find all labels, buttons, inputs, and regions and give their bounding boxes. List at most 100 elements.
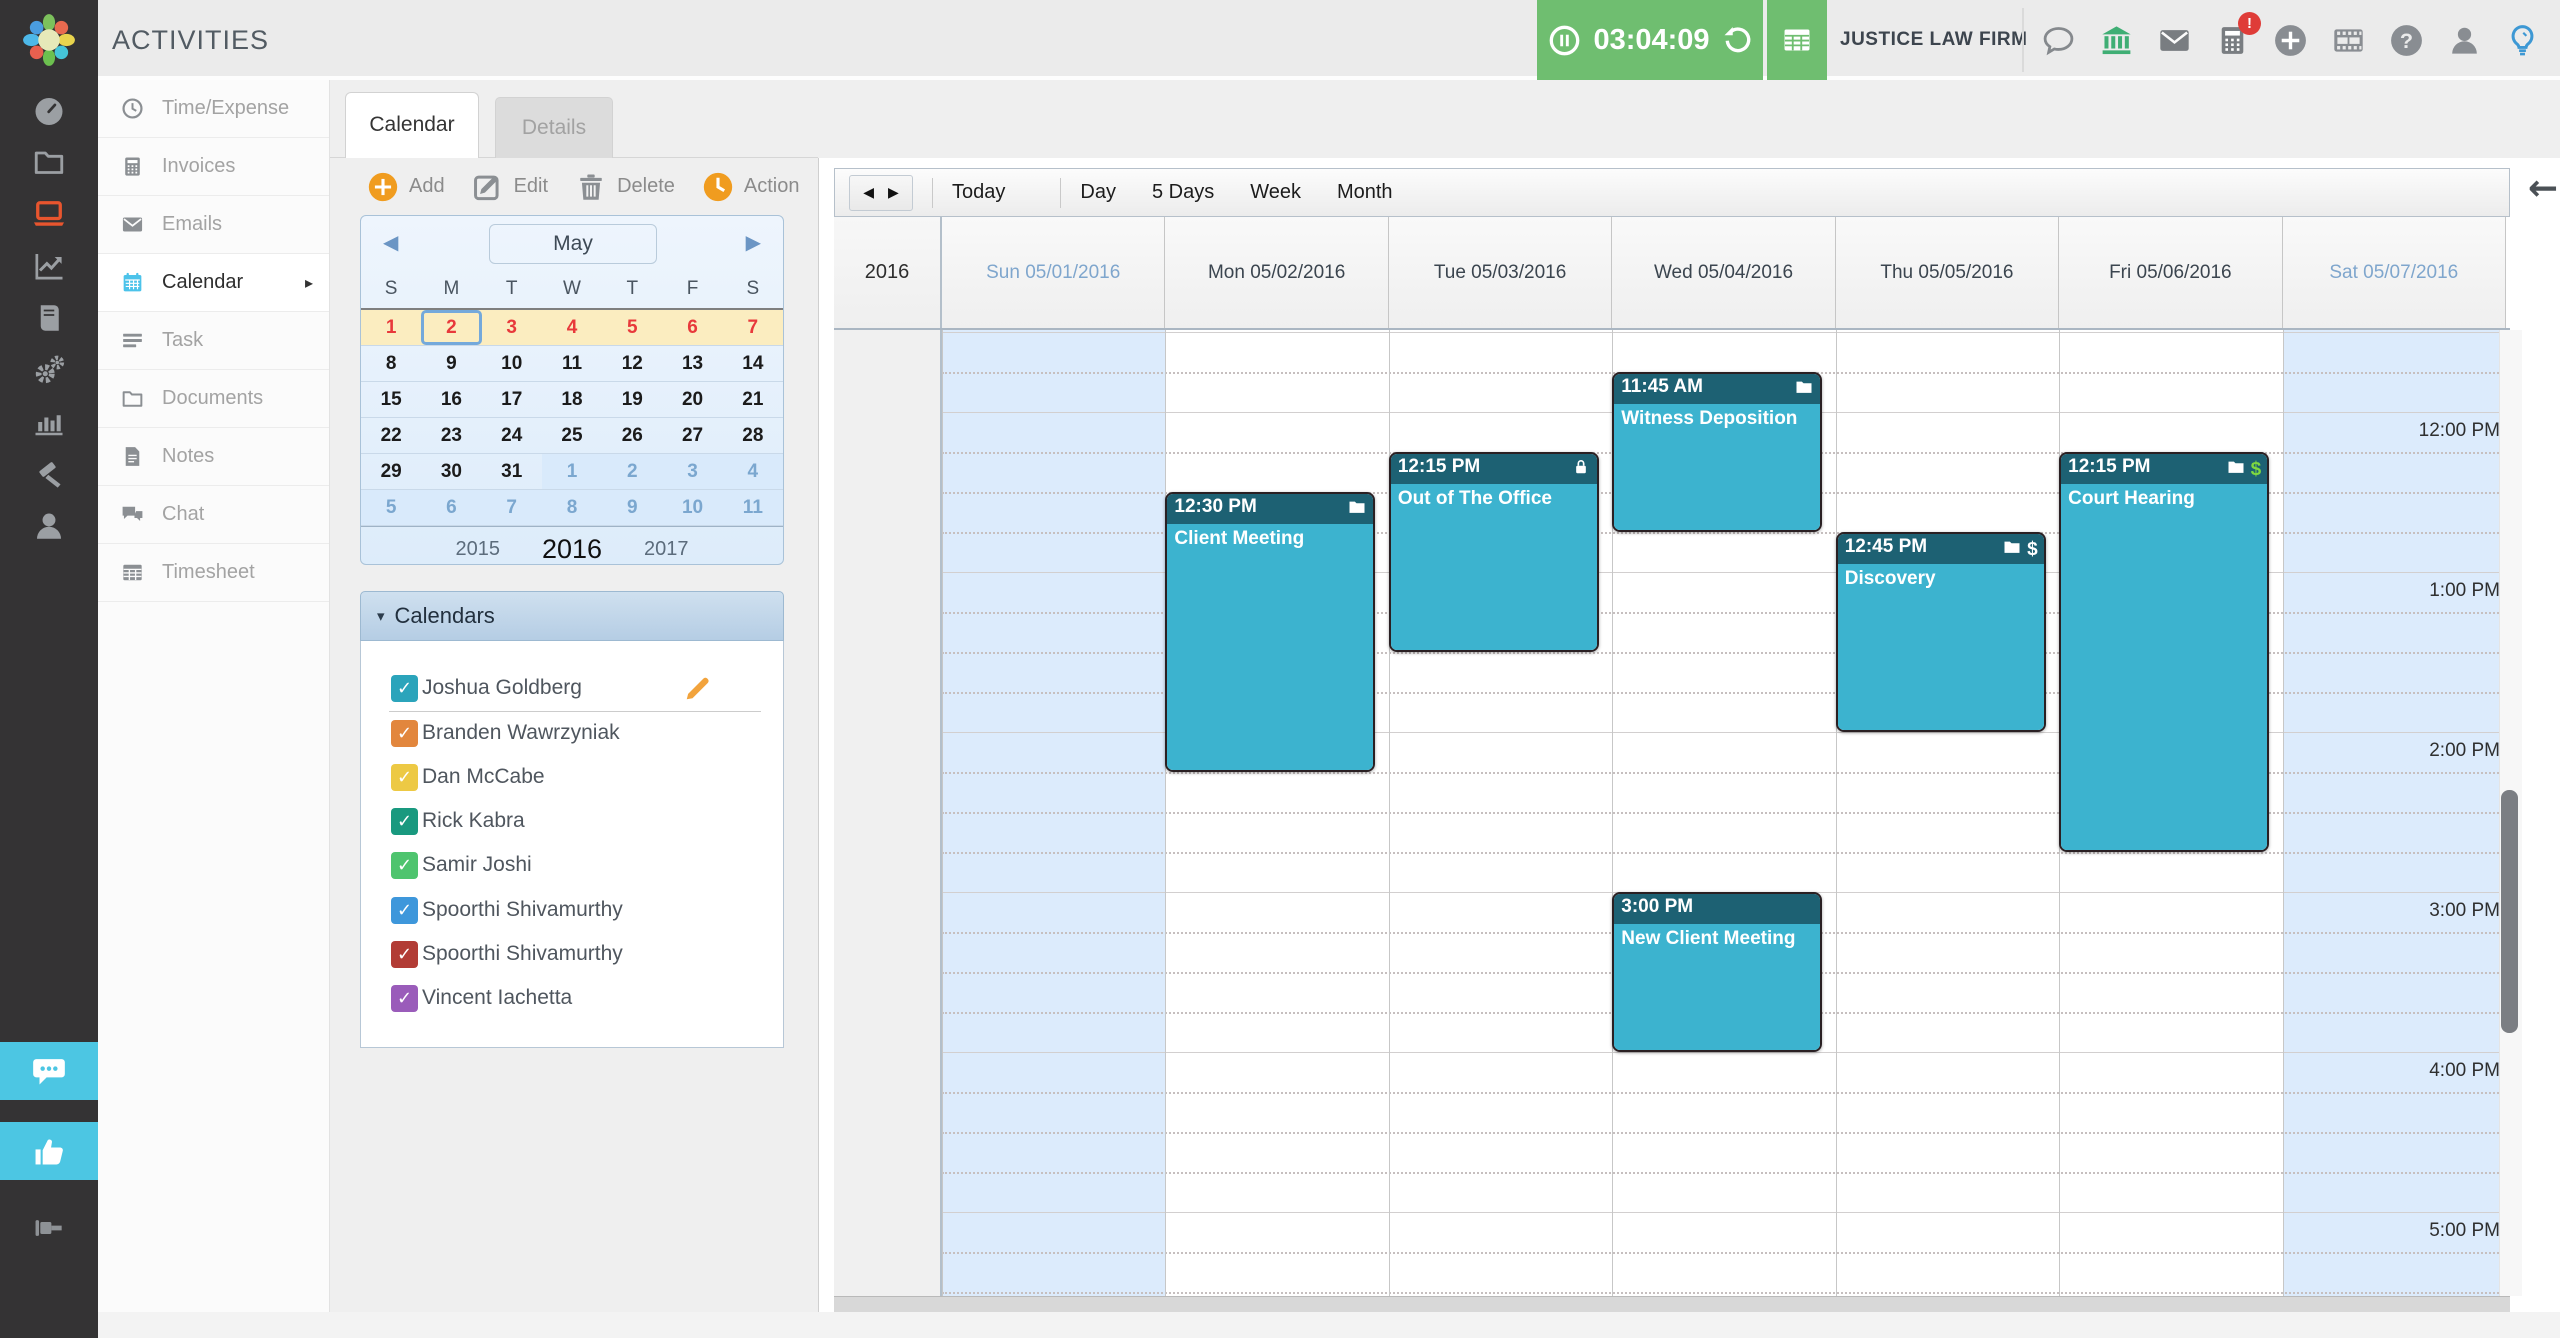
nav-item-invoices[interactable]: Invoices (98, 138, 329, 196)
day-header-3[interactable]: Wed 05/04/2016 (1612, 217, 1836, 328)
calendar-checkbox[interactable]: ✓ (391, 940, 418, 968)
event-court-hearing[interactable]: 12:15 PM $ Court Hearing (2059, 452, 2270, 852)
help-icon[interactable] (2388, 22, 2425, 59)
calculator-icon[interactable]: ! (2214, 11, 2261, 59)
mini-cal-day[interactable]: 24 (501, 424, 523, 446)
user-icon[interactable] (2446, 22, 2483, 59)
mini-cal-day[interactable]: 19 (621, 388, 643, 410)
mini-cal-day[interactable]: 16 (440, 388, 462, 410)
view-month-button[interactable]: Month (1336, 181, 1393, 203)
mini-cal-day[interactable]: 12 (621, 352, 643, 374)
mini-cal-day[interactable]: 6 (687, 316, 698, 338)
day-header-6[interactable]: Sat 05/07/2016 (2282, 217, 2506, 328)
mini-cal-day[interactable]: 4 (566, 316, 578, 338)
mini-cal-day[interactable]: 31 (501, 460, 523, 482)
action-button[interactable]: Action (701, 170, 799, 204)
sidebar-user-icon[interactable] (31, 508, 67, 544)
event-client-meeting[interactable]: 12:30 PM Client Meeting (1165, 492, 1376, 772)
sidebar-bar-chart-icon[interactable] (31, 404, 67, 440)
app-logo[interactable] (0, 0, 98, 80)
vertical-scrollbar-thumb[interactable] (2501, 790, 2518, 1033)
view-5days-button[interactable]: 5 Days (1151, 181, 1215, 203)
day-header-0[interactable]: Sun 05/01/2016 (942, 217, 1166, 328)
calendar-person-row[interactable]: ✓ Vincent Iachetta (391, 981, 572, 1015)
delete-button[interactable]: Delete (574, 170, 675, 204)
sidebar-gavel-icon[interactable] (31, 456, 67, 492)
mini-cal-day[interactable]: 10 (501, 352, 523, 374)
mini-cal-day[interactable]: 14 (742, 352, 764, 374)
mini-cal-year-2016[interactable]: 2016 (541, 533, 603, 564)
mini-cal-day[interactable]: 18 (561, 388, 583, 410)
nav-item-timesheet[interactable]: Timesheet (98, 544, 329, 602)
sidebar-gears-icon[interactable] (31, 352, 67, 388)
mini-cal-day[interactable]: 10 (662, 490, 723, 525)
bank-icon[interactable] (2098, 22, 2135, 59)
speech-bubble-icon[interactable] (2040, 22, 2077, 59)
mini-cal-day[interactable]: 8 (541, 490, 603, 525)
mini-cal-day[interactable]: 6 (421, 490, 482, 525)
mail-icon[interactable] (2156, 22, 2193, 59)
mini-cal-day[interactable]: 3 (662, 454, 723, 489)
mini-cal-day[interactable]: 5 (361, 490, 422, 525)
plus-circle-icon[interactable] (2272, 22, 2309, 59)
mini-cal-day[interactable]: 11 (722, 490, 783, 525)
mini-cal-day[interactable]: 21 (742, 388, 764, 410)
mini-cal-day[interactable]: 30 (440, 460, 462, 482)
mini-cal-day[interactable]: 25 (561, 424, 583, 446)
event-new-client-meeting[interactable]: 3:00 PM New Client Meeting (1612, 892, 1823, 1052)
mini-cal-day[interactable]: 29 (380, 460, 402, 482)
view-week-button[interactable]: Week (1250, 181, 1301, 203)
add-button[interactable]: Add (366, 170, 445, 204)
calendar-week-grid[interactable]: 12:00 PM 1:00 PM 2:00 PM 3:00 PM 4:00 PM 5:00… (834, 330, 2510, 1296)
calendar-person-row[interactable]: ✓ Joshua Goldberg (391, 671, 582, 705)
nav-item-time-expense[interactable]: Time/Expense (98, 80, 329, 138)
next-week-icon[interactable]: ▶ (888, 184, 899, 201)
tab-details[interactable]: Details (495, 97, 613, 158)
sidebar-trend-chart-icon[interactable] (31, 248, 67, 284)
sidebar-chat-bubble-button[interactable] (0, 1042, 98, 1100)
horizontal-scrollbar[interactable] (834, 1296, 2510, 1312)
mini-cal-day[interactable]: 22 (380, 424, 402, 446)
mini-cal-day[interactable]: 7 (747, 316, 759, 338)
calendar-checkbox[interactable]: ✓ (391, 674, 418, 702)
mini-cal-day[interactable]: 7 (481, 490, 542, 525)
day-header-4[interactable]: Thu 05/05/2016 (1835, 217, 2060, 328)
sidebar-laptop-icon[interactable] (31, 196, 67, 232)
mini-cal-day[interactable]: 4 (722, 454, 783, 489)
mini-cal-day[interactable]: 2 (602, 454, 663, 489)
calendar-checkbox[interactable]: ✓ (391, 896, 418, 924)
mini-cal-day[interactable]: 20 (681, 388, 704, 410)
nav-item-calendar[interactable]: Calendar ▸ (98, 254, 329, 312)
mini-cal-day[interactable]: 15 (380, 388, 402, 410)
mini-cal-day[interactable]: 2 (421, 310, 481, 345)
nav-item-chat[interactable]: Chat (98, 486, 329, 544)
tab-calendar[interactable]: Calendar (345, 92, 479, 158)
day-header-1[interactable]: Mon 05/02/2016 (1165, 217, 1389, 328)
edit-pencil-icon[interactable] (683, 673, 713, 703)
mini-cal-day[interactable]: 11 (561, 352, 583, 374)
mini-cal-month-button[interactable]: May (489, 224, 657, 264)
calendar-checkbox[interactable]: ✓ (391, 807, 418, 835)
nav-item-notes[interactable]: Notes (98, 428, 329, 486)
mini-cal-year-2015[interactable]: 2015 (455, 537, 500, 560)
edit-button[interactable]: Edit (471, 170, 548, 204)
collapse-pane-icon[interactable]: ← (2528, 168, 2559, 209)
calendar-checkbox[interactable]: ✓ (391, 851, 418, 879)
mini-cal-day[interactable]: 5 (626, 316, 638, 338)
mini-cal-day[interactable]: 8 (385, 352, 397, 374)
today-button[interactable]: Today (952, 181, 1006, 203)
calendar-checkbox[interactable]: ✓ (391, 984, 418, 1012)
mini-cal-day[interactable]: 1 (385, 316, 397, 338)
nav-arrows[interactable]: ◀ ▶ (849, 174, 913, 211)
sidebar-pin-button[interactable] (0, 1208, 98, 1248)
mini-cal-day[interactable]: 9 (602, 490, 663, 525)
sidebar-thumbs-up-button[interactable] (0, 1122, 98, 1180)
sidebar-dashboard-icon[interactable] (31, 92, 67, 128)
event-out-of-the-office[interactable]: 12:15 PM Out of The Office (1388, 452, 1599, 652)
event-witness-deposition[interactable]: 11:45 AM Witness Deposition (1612, 372, 1823, 532)
nav-item-task[interactable]: Task (98, 312, 329, 370)
event-discovery[interactable]: 12:45 PM $ Discovery (1835, 532, 2046, 732)
sidebar-folder-icon[interactable] (31, 144, 67, 180)
calendar-person-row[interactable]: ✓ Spoorthi Shivamurthy (391, 937, 623, 971)
mini-cal-year-2017[interactable]: 2017 (644, 537, 689, 560)
